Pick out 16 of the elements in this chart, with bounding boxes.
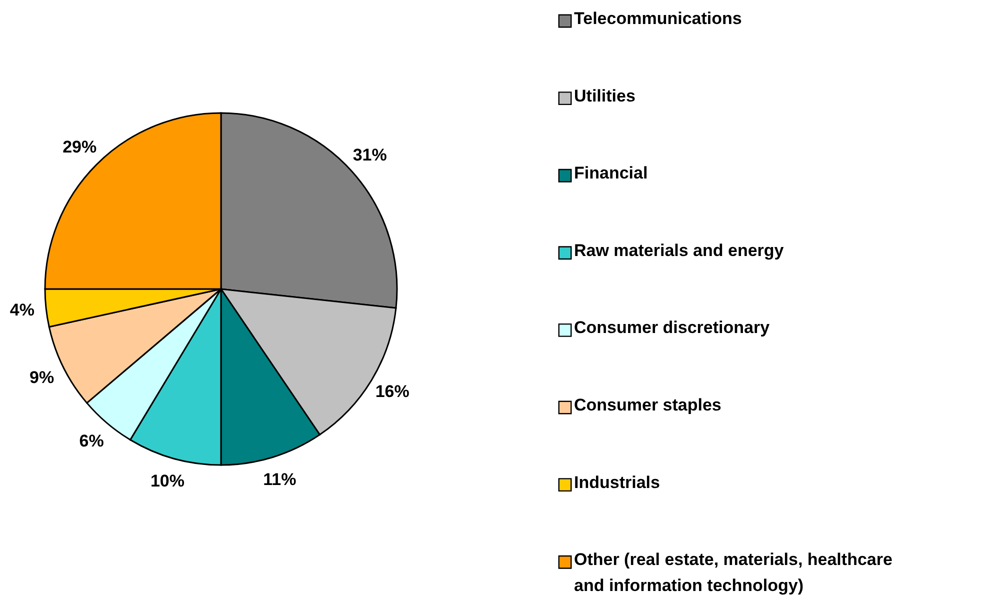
data-label: 29% bbox=[62, 138, 97, 157]
legend-label: Other (real estate, materials, healthcare and information technology) bbox=[574, 550, 892, 596]
legend-label: Financial bbox=[574, 164, 648, 183]
data-label: 4% bbox=[10, 300, 34, 320]
legend-label: Raw materials and energy bbox=[574, 240, 784, 260]
data-label: 10% bbox=[150, 472, 185, 491]
data-label: 9% bbox=[30, 368, 54, 387]
data-label: 16% bbox=[375, 382, 410, 402]
legend-label: Telecommunications bbox=[574, 9, 742, 28]
legend-label: Utilities bbox=[574, 86, 636, 106]
data-label: 31% bbox=[352, 145, 387, 164]
data-label: 6% bbox=[79, 431, 104, 450]
legend-label: Industrials bbox=[574, 472, 660, 492]
data-label: 11% bbox=[263, 470, 296, 490]
legend-label: Consumer discretionary bbox=[574, 318, 770, 338]
legend-label: Consumer staples bbox=[574, 396, 722, 414]
